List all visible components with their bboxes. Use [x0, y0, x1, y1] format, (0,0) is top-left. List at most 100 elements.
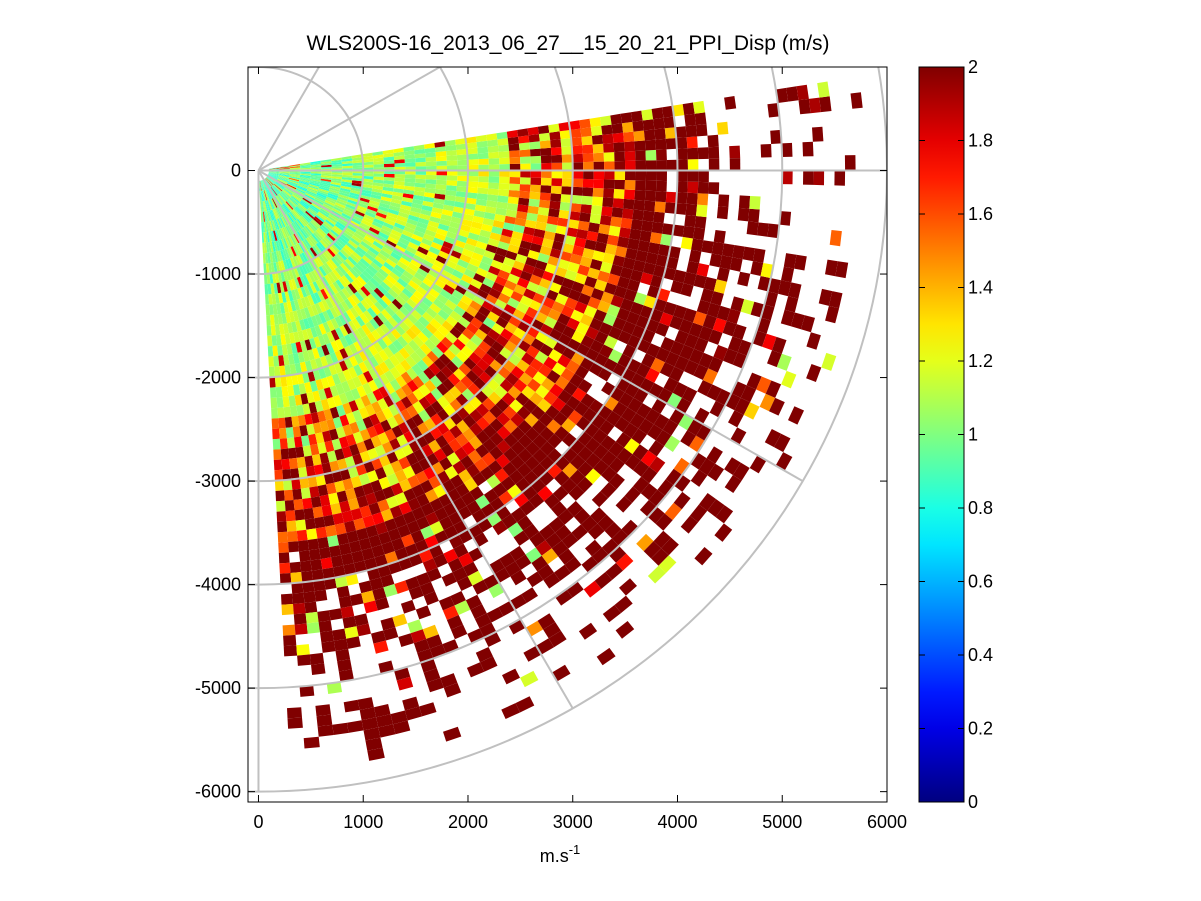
data-cell: [588, 222, 600, 233]
data-cell: [464, 202, 476, 211]
data-cell: [597, 270, 610, 283]
data-cell: [605, 562, 623, 580]
data-cell: [405, 328, 418, 340]
data-cell: [362, 178, 374, 183]
data-cell: [356, 419, 367, 432]
data-cell: [338, 194, 349, 200]
data-cell: [384, 358, 395, 371]
data-cell: [451, 269, 464, 280]
data-cell: [488, 460, 503, 475]
data-cell: [635, 180, 646, 191]
data-cell: [264, 200, 268, 212]
data-cell: [560, 194, 572, 203]
data-cell: [757, 276, 771, 292]
data-cell: [388, 302, 400, 314]
data-cell: [519, 240, 532, 250]
data-cell: [552, 362, 566, 376]
data-cell: [380, 309, 392, 321]
data-cell: [273, 314, 279, 325]
data-cell: [300, 171, 311, 174]
data-cell: [542, 296, 556, 309]
data-cell: [303, 307, 311, 319]
data-cell: [446, 360, 459, 374]
data-cell: [268, 210, 272, 221]
data-cell: [424, 255, 436, 265]
data-cell: [358, 406, 370, 420]
data-cell: [354, 263, 365, 273]
data-cell: [835, 261, 849, 279]
data-cell: [368, 367, 379, 380]
data-cell: [610, 113, 622, 125]
data-cell: [520, 177, 531, 185]
data-cell: [271, 186, 279, 195]
data-cell: [371, 457, 383, 471]
data-cell: [286, 437, 296, 449]
data-cell: [416, 493, 430, 507]
data-cell: [278, 194, 286, 203]
data-cell: [507, 385, 522, 400]
data-cell: [293, 299, 301, 311]
data-cell: [347, 465, 359, 479]
data-cell: [606, 304, 621, 318]
data-cell: [553, 232, 566, 243]
data-cell: [323, 514, 335, 527]
data-cell: [551, 162, 563, 171]
data-cell: [300, 560, 312, 572]
data-cell: [488, 176, 500, 183]
data-cell: [531, 555, 548, 572]
data-cell: [289, 165, 301, 168]
data-cell: [321, 162, 332, 166]
data-cell: [538, 132, 551, 142]
data-cell: [378, 476, 391, 490]
data-cell: [312, 506, 324, 519]
data-cell: [722, 243, 735, 258]
data-cell: [611, 123, 624, 134]
data-cell: [524, 455, 540, 471]
data-cell: [352, 177, 363, 182]
data-cell: [297, 414, 307, 427]
data-cell: [319, 185, 330, 190]
data-cell: [633, 460, 650, 477]
data-cell: [302, 403, 311, 415]
data-cell: [373, 704, 391, 718]
data-cell: [767, 278, 781, 294]
data-cell: [344, 285, 355, 297]
data-cell: [271, 209, 276, 220]
data-cell: [557, 509, 574, 525]
data-cell: [494, 213, 506, 223]
data-cell: [465, 237, 478, 247]
data-cell: [351, 235, 363, 244]
data-cell: [357, 202, 369, 209]
data-cell: [802, 141, 814, 157]
data-cell: [495, 453, 511, 469]
data-cell: [270, 325, 276, 336]
data-cell: [594, 572, 613, 589]
data-cell: [334, 522, 347, 536]
data-cell: [396, 335, 409, 348]
data-cell: [715, 388, 732, 406]
data-cell: [313, 257, 322, 268]
data-cell: [373, 179, 384, 184]
data-cell: [326, 450, 338, 463]
data-cell: [330, 340, 340, 353]
data-cell: [316, 192, 327, 199]
data-cell: [318, 323, 327, 335]
data-cell: [676, 137, 688, 149]
data-cell: [271, 418, 279, 429]
data-cell: [426, 165, 437, 171]
data-cell: [416, 221, 428, 230]
data-cell: [329, 187, 340, 192]
data-cell: [354, 210, 365, 217]
data-cell: [284, 237, 291, 248]
data-cell: [268, 167, 280, 170]
data-cell: [664, 435, 681, 452]
data-cell: [655, 254, 669, 268]
data-cell: [268, 172, 280, 175]
data-cell: [517, 462, 532, 478]
data-cell: [433, 259, 446, 270]
data-cell: [281, 313, 288, 324]
data-cell: [390, 284, 402, 296]
data-cell: [335, 253, 345, 263]
data-cell: [281, 227, 287, 239]
data-cell: [340, 262, 350, 273]
